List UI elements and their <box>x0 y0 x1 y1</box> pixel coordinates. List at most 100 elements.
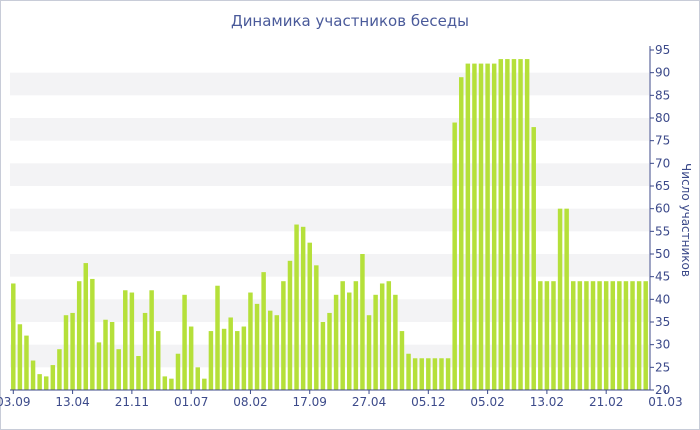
bar[interactable] <box>399 331 405 390</box>
bar[interactable] <box>393 294 398 390</box>
bar[interactable] <box>261 272 266 390</box>
bar[interactable] <box>83 263 88 390</box>
bar[interactable] <box>208 331 214 390</box>
bar[interactable] <box>544 281 550 390</box>
bar[interactable] <box>17 324 23 390</box>
bar[interactable] <box>267 310 273 390</box>
bar[interactable] <box>617 281 622 390</box>
bar[interactable] <box>577 281 583 390</box>
bar[interactable] <box>11 283 16 390</box>
bar[interactable] <box>202 378 207 390</box>
bar[interactable] <box>491 63 497 390</box>
bar[interactable] <box>564 208 569 390</box>
bar[interactable] <box>412 358 418 390</box>
bar[interactable] <box>597 281 602 390</box>
bar[interactable] <box>485 63 490 390</box>
bar[interactable] <box>524 59 530 390</box>
bar[interactable] <box>478 63 484 390</box>
bar[interactable] <box>50 365 56 390</box>
bar[interactable] <box>643 281 648 390</box>
bar[interactable] <box>353 281 359 390</box>
bar[interactable] <box>274 315 280 390</box>
bar[interactable] <box>136 356 141 390</box>
bar[interactable] <box>235 331 240 390</box>
bar[interactable] <box>63 315 69 390</box>
bar[interactable] <box>360 254 365 390</box>
bar[interactable] <box>228 317 233 390</box>
bar[interactable] <box>623 281 629 390</box>
bar[interactable] <box>505 59 510 390</box>
bar[interactable] <box>531 127 536 390</box>
bar[interactable] <box>30 360 36 390</box>
bar[interactable] <box>90 278 95 390</box>
bar[interactable] <box>254 303 260 390</box>
bar[interactable] <box>294 224 299 390</box>
bar[interactable] <box>281 281 286 390</box>
bar[interactable] <box>333 294 339 390</box>
bar[interactable] <box>300 226 306 390</box>
bar[interactable] <box>70 312 75 390</box>
bar[interactable] <box>571 281 576 390</box>
bar[interactable] <box>557 208 563 390</box>
bar[interactable] <box>123 290 128 390</box>
bar[interactable] <box>386 281 392 390</box>
bar[interactable] <box>379 283 385 390</box>
bar[interactable] <box>498 59 504 390</box>
bar[interactable] <box>96 342 102 390</box>
bar[interactable] <box>175 353 181 390</box>
bar[interactable] <box>129 292 135 390</box>
bar[interactable] <box>472 63 477 390</box>
bar[interactable] <box>76 281 82 390</box>
bar[interactable] <box>24 335 29 390</box>
bar[interactable] <box>142 312 148 390</box>
bar[interactable] <box>149 290 154 390</box>
bar[interactable] <box>538 281 543 390</box>
bar[interactable] <box>221 328 227 390</box>
bar[interactable] <box>43 376 49 390</box>
bar[interactable] <box>188 326 194 390</box>
bar[interactable] <box>584 281 589 390</box>
bar[interactable] <box>103 319 108 390</box>
bar[interactable] <box>314 265 319 390</box>
bar[interactable] <box>432 358 438 390</box>
bar[interactable] <box>551 281 556 390</box>
bar[interactable] <box>426 358 431 390</box>
bar[interactable] <box>465 63 471 390</box>
bar[interactable] <box>366 315 372 390</box>
bar[interactable] <box>182 294 187 390</box>
bar[interactable] <box>630 281 635 390</box>
bar[interactable] <box>287 260 293 390</box>
bar[interactable] <box>155 331 161 390</box>
bar[interactable] <box>452 122 457 390</box>
bar[interactable] <box>610 281 616 390</box>
bar[interactable] <box>248 292 253 390</box>
bar[interactable] <box>37 374 42 390</box>
bar[interactable] <box>307 242 312 390</box>
bars <box>11 59 648 390</box>
bar[interactable] <box>603 281 609 390</box>
bar[interactable] <box>419 358 424 390</box>
bar[interactable] <box>511 59 517 390</box>
bar[interactable] <box>406 353 411 390</box>
bar[interactable] <box>340 281 345 390</box>
bar[interactable] <box>169 378 174 390</box>
x-tick-label: 21.11 <box>115 395 149 409</box>
bar[interactable] <box>320 322 326 390</box>
bar[interactable] <box>445 358 451 390</box>
bar[interactable] <box>439 358 444 390</box>
bar[interactable] <box>215 285 220 390</box>
x-tick-label: 01.07 <box>174 395 208 409</box>
bar[interactable] <box>162 376 168 390</box>
bar[interactable] <box>57 349 62 390</box>
bar[interactable] <box>518 59 523 390</box>
bar[interactable] <box>241 326 247 390</box>
bar[interactable] <box>116 349 121 390</box>
bar[interactable] <box>590 281 596 390</box>
bar[interactable] <box>636 281 642 390</box>
bar[interactable] <box>195 367 200 390</box>
bar[interactable] <box>109 322 115 390</box>
bar[interactable] <box>459 77 464 390</box>
bar[interactable] <box>327 312 332 390</box>
bar[interactable] <box>347 292 352 390</box>
bar[interactable] <box>373 294 378 390</box>
